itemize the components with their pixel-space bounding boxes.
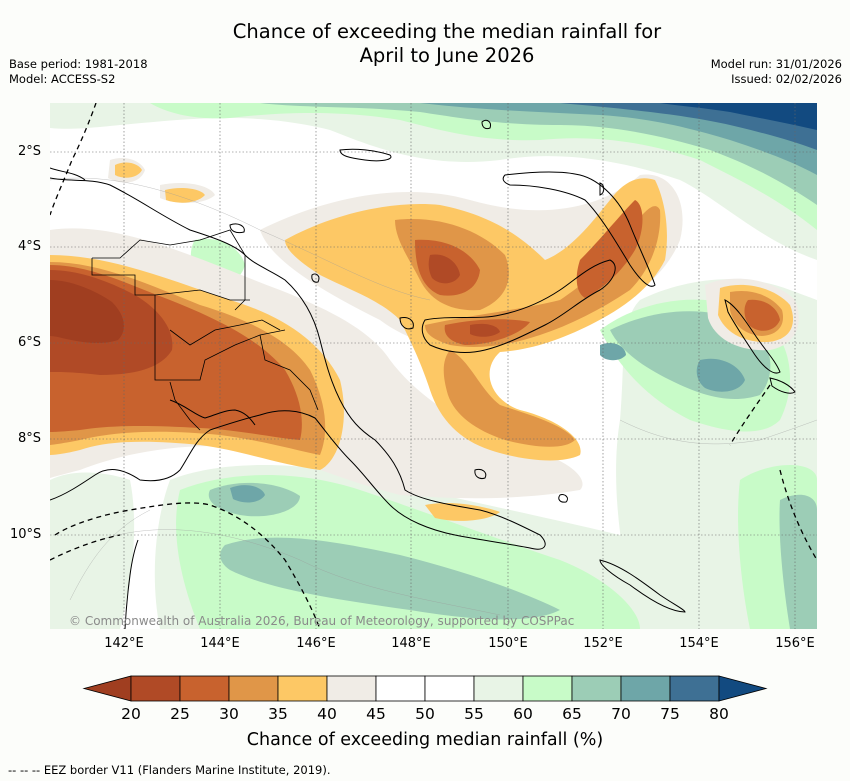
base-period: Base period: 1981-2018 [9,57,148,71]
colorbar-tick: 65 [562,705,582,723]
colorbar-swatch [179,675,230,702]
contour-lines [50,177,817,616]
title-line-2: April to June 2026 [359,44,535,67]
colorbar-tick: 25 [170,705,190,723]
colorbar-swatch [130,675,181,702]
lon-label-156e: 156°E [775,636,815,651]
colorbar-swatch [571,675,622,702]
colorbar-swatch [424,675,475,702]
colorbar-swatch [669,675,720,702]
eez-borders [50,103,817,629]
colorbar-arrow-high [718,675,768,702]
graticule [50,103,817,629]
model-name: Model: ACCESS-S2 [9,72,116,86]
eez-legend: -- -- -- EEZ border V11 (Flanders Marine… [8,763,331,777]
colorbar-swatch [473,675,524,702]
colorbar-tick: 70 [611,705,631,723]
colorbar-swatch [375,675,426,702]
colorbar-swatch [522,675,573,702]
meta-left: Base period: 1981-2018 Model: ACCESS-S2 [9,57,148,87]
colorbar-swatches [82,675,768,702]
lat-label-10s: 10°S [10,527,42,542]
lon-label-150e: 150°E [488,636,528,651]
colorbar-tick: 75 [660,705,680,723]
colorbar-arrow-low [82,675,132,702]
colorbar-tick: 40 [317,705,337,723]
lon-label-148e: 148°E [391,636,431,651]
colorbar-swatch [326,675,377,702]
colorbar-tick: 45 [366,705,386,723]
colorbar-tick: 60 [513,705,533,723]
lon-label-142e: 142°E [104,636,144,651]
lat-label-6s: 6°S [18,335,42,350]
colorbar-swatch [277,675,328,702]
lon-label-154e: 154°E [679,636,719,651]
colorbar-tick: 50 [415,705,435,723]
colorbar-tick: 20 [121,705,141,723]
lon-label-144e: 144°E [200,636,240,651]
colorbar-tick: 55 [464,705,484,723]
colorbar-swatch [620,675,671,702]
colorbar-tick: 35 [268,705,288,723]
coastlines [50,119,796,629]
colorbar-label: Chance of exceeding median rainfall (%) [0,730,850,750]
meta-right: Model run: 31/01/2026 Issued: 02/02/2026 [711,57,842,87]
lat-label-4s: 4°S [18,239,42,254]
colorbar-tick: 30 [219,705,239,723]
colorbar-tick: 80 [709,705,729,723]
colorbar-swatch [228,675,279,702]
title-line-1: Chance of exceeding the median rainfall … [232,20,662,43]
lat-label-2s: 2°S [18,144,42,159]
colorbar-label-text: Chance of exceeding median rainfall (%) [246,730,604,750]
copyright-notice: © Commonwealth of Australia 2026, Bureau… [69,614,575,628]
chart-title: Chance of exceeding the median rainfall … [0,20,850,68]
issued-date: Issued: 02/02/2026 [731,72,842,86]
model-run: Model run: 31/01/2026 [710,57,842,71]
lon-label-146e: 146°E [296,636,336,651]
lat-label-8s: 8°S [18,431,42,446]
lon-label-152e: 152°E [583,636,623,651]
